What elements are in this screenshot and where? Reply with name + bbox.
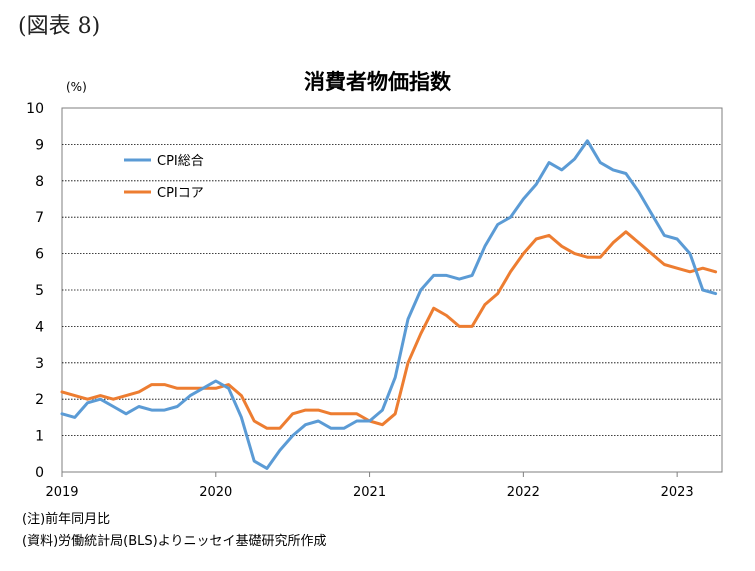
x-tick-label: 2023 — [661, 485, 694, 500]
y-tick-label: 1 — [35, 429, 44, 445]
y-tick-label: 7 — [35, 210, 44, 226]
y-tick-label: 4 — [35, 319, 44, 335]
source-line: (資料)労働統計局(BLS)よりニッセイ基礎研究所作成 — [22, 534, 327, 549]
y-tick-label: 6 — [35, 247, 44, 263]
x-tick-label: 2020 — [199, 485, 232, 500]
x-tick-label: 2021 — [353, 485, 386, 500]
y-tick-label: 5 — [35, 283, 44, 299]
legend-label: CPI総合 — [157, 154, 204, 169]
legend-label: CPIコア — [157, 186, 204, 201]
y-tick-label: 8 — [35, 174, 44, 190]
x-tick-label: 2022 — [507, 485, 540, 500]
y-tick-label: 10 — [26, 101, 44, 117]
y-tick-label: 3 — [35, 356, 44, 372]
y-axis-unit-label: (%) — [66, 80, 87, 94]
y-tick-label: 2 — [35, 392, 44, 408]
figure-label: (図表 8) — [18, 14, 101, 39]
series-line — [60, 139, 718, 470]
note-line: (注)前年同月比 — [22, 512, 111, 527]
y-tick-label: 9 — [35, 137, 44, 153]
notes: (注)前年同月比 (資料)労働統計局(BLS)よりニッセイ基礎研究所作成 — [22, 509, 326, 553]
x-tick-label: 2019 — [45, 485, 78, 500]
series-line — [60, 230, 718, 430]
chart-title: 消費者物価指数 — [304, 70, 451, 94]
y-tick-label: 0 — [35, 465, 44, 481]
